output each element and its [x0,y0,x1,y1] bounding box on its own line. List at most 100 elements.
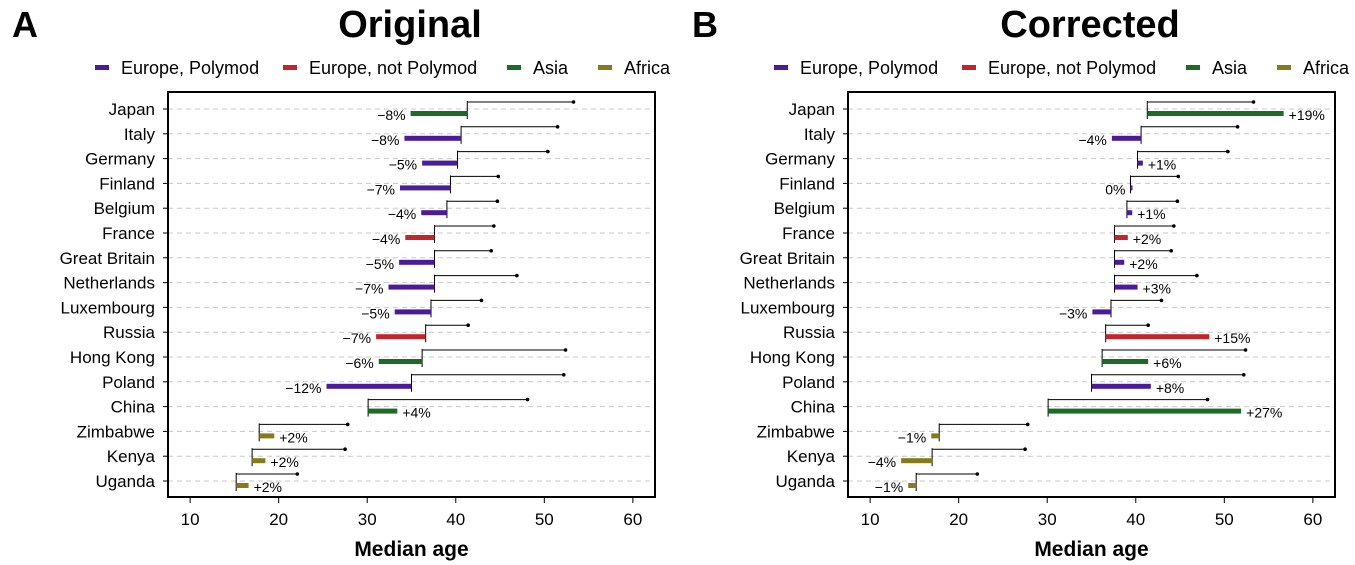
legend-label: Europe, Polymod [121,58,259,78]
y-tick-label: Luxembourg [60,298,155,317]
y-tick-label: Hong Kong [750,348,835,367]
percent-label: +19% [1289,107,1325,123]
y-tick-label: Poland [782,373,835,392]
legend-swatch [598,65,612,70]
reference-dot [1172,224,1176,228]
x-axis-label: Median age [354,538,468,561]
reference-dot [295,472,300,476]
reference-dot [1243,348,1248,352]
percent-label: −7% [355,281,383,297]
change-bar [326,383,412,389]
y-tick-label: Netherlands [63,274,155,293]
reference-dot [495,199,500,203]
x-tick-label: 40 [1126,510,1145,529]
change-bar [901,458,933,464]
change-bar [1111,135,1142,141]
percent-label: +2% [1129,256,1157,272]
legend-label: Africa [1303,58,1350,78]
legend-swatch [95,65,109,70]
reference-dot [1025,422,1030,427]
change-bar [422,160,458,166]
y-tick-label: Belgium [774,199,835,218]
reference-dot [1159,298,1164,303]
legend-label: Asia [533,58,569,78]
percent-label: +27% [1246,405,1282,421]
change-bar [410,111,468,116]
legend-swatch [1186,65,1200,70]
change-bar [1130,185,1133,191]
y-tick-label: Hong Kong [70,348,155,367]
reference-dot [1241,373,1246,377]
x-axis-label: Median age [1034,538,1148,561]
change-bar [1114,284,1138,290]
plot-frame [167,91,656,498]
change-bar [405,235,435,240]
change-bar [1137,160,1143,166]
reference-dot [496,174,501,179]
reference-dot [489,249,493,253]
legend-swatch [962,65,976,70]
reference-dot [1195,273,1199,278]
percent-label: −1% [898,429,926,445]
legend: Europe, Polymod Europe, not Polymod Asia Af… [774,58,1350,78]
y-tick-label: France [782,224,835,243]
percent-label: −5% [361,305,389,321]
reference-dot [561,373,566,377]
change-bar [1048,408,1242,414]
y-tick-label: Netherlands [743,274,835,293]
x-tick-label: 60 [623,510,642,529]
y-tick-label: Uganda [775,472,835,491]
percent-label: −5% [366,256,394,272]
percent-label: +15% [1214,330,1250,346]
percent-label: −4% [1078,132,1106,148]
y-tick-label: Italy [804,125,836,144]
y-tick-label: Great Britain [60,249,155,268]
percent-label: +2% [279,429,307,445]
percent-label: −5% [389,157,417,173]
x-tick-label: 60 [1303,510,1322,529]
percent-label: +4% [402,405,430,421]
plot-frame [847,91,1336,498]
reference-dot [1146,323,1150,328]
change-bar [908,483,917,488]
change-bar [378,359,423,364]
change-bar [1105,334,1210,340]
percent-label: +1% [1148,157,1176,173]
legend-label: Europe, not Polymod [988,58,1156,78]
y-tick-label: Zimbabwe [77,422,155,441]
change-bar [252,458,266,464]
reference-dot [1251,100,1256,104]
percent-label: 0% [1105,181,1125,197]
legend-swatch [507,65,521,70]
y-tick-label: Germany [765,150,835,169]
reference-dot [1169,249,1173,253]
percent-label: +2% [254,479,282,495]
legend-label: Europe, Polymod [800,58,938,78]
change-bar [1092,309,1111,315]
change-bar [421,210,447,216]
reference-dot [1205,397,1210,402]
y-tick-label: France [102,224,155,243]
percent-label: +8% [1156,380,1184,396]
y-tick-label: China [791,398,836,417]
change-bar [931,433,940,439]
change-bar [259,433,275,439]
percent-label: +3% [1143,281,1171,297]
panel-b: B Corrected Europe, Polymod Europe, not Pol… [692,4,1350,561]
y-tick-label: Uganda [95,472,155,491]
reference-dot [525,397,530,402]
change-bar [368,408,398,414]
legend-label: Africa [624,58,671,78]
change-bar [404,135,462,141]
change-bar [376,334,426,340]
change-bar [1126,210,1133,216]
percent-label: −4% [388,206,416,222]
x-tick-label: 50 [1215,510,1234,529]
percent-label: +2% [1133,231,1161,247]
legend-swatch [774,65,788,70]
y-tick-label: Poland [102,373,155,392]
y-tick-label: Kenya [787,447,836,466]
percent-label: −12% [285,380,321,396]
reference-dot [975,472,980,476]
reference-dot [466,323,470,328]
